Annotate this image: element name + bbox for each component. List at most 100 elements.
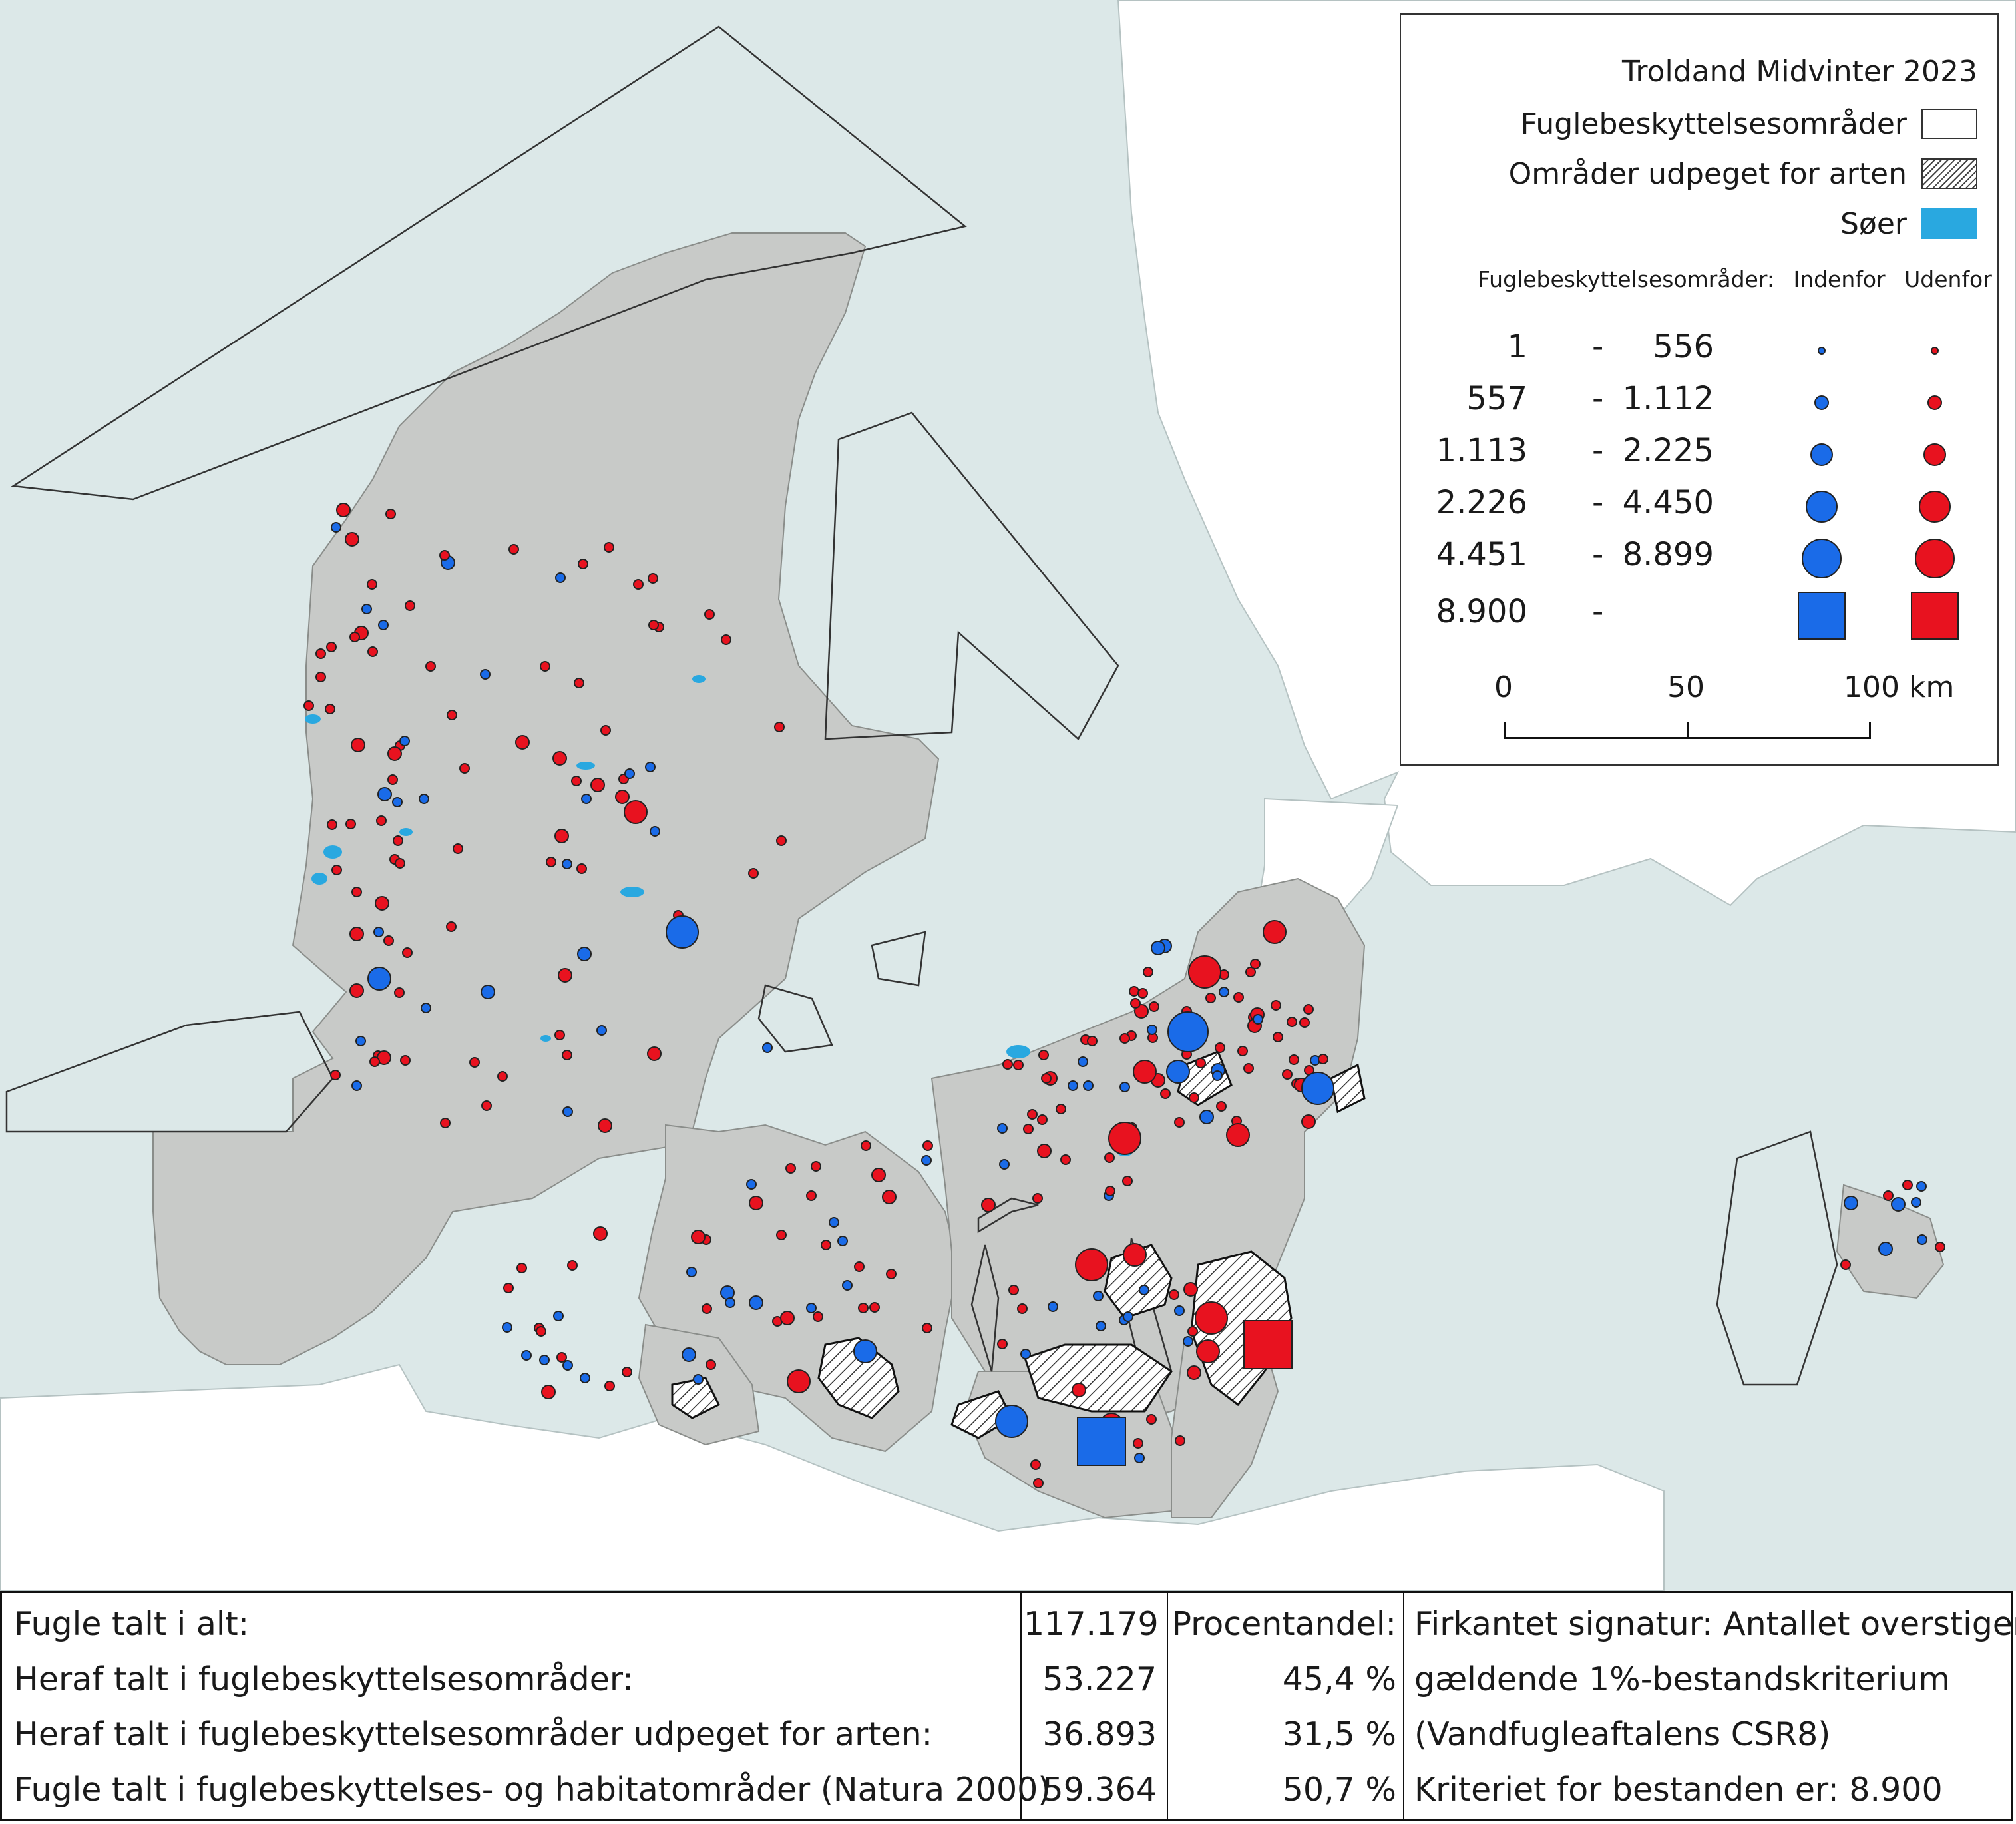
bird-outside-marker[interactable] [1122, 1176, 1133, 1186]
bird-outside-marker[interactable] [508, 544, 519, 555]
bird-outside-marker[interactable] [400, 1055, 411, 1066]
bird-outside-marker[interactable] [1146, 1414, 1157, 1425]
bird-outside-marker[interactable] [1075, 1248, 1108, 1281]
bird-outside-marker[interactable] [869, 1302, 880, 1313]
bird-outside-marker[interactable] [459, 763, 470, 774]
bird-outside-marker[interactable] [562, 1050, 572, 1060]
bird-inside-marker[interactable] [999, 1159, 1010, 1170]
bird-outside-marker[interactable] [604, 1381, 615, 1391]
bird-outside-marker[interactable] [536, 1326, 546, 1337]
bird-inside-marker[interactable] [562, 1106, 573, 1117]
bird-outside-marker[interactable] [774, 722, 785, 732]
bird-inside-marker[interactable] [373, 927, 384, 937]
bird-outside-marker[interactable] [1027, 1109, 1038, 1120]
bird-outside-marker[interactable] [1130, 998, 1141, 1009]
bird-outside-marker[interactable] [367, 579, 377, 590]
bird-outside-marker[interactable] [648, 620, 659, 630]
bird-outside-marker[interactable] [1301, 1114, 1316, 1129]
bird-outside-marker[interactable] [540, 661, 550, 672]
bird-outside-marker[interactable] [1119, 1033, 1130, 1044]
bird-outside-marker[interactable] [554, 829, 569, 843]
bird-inside-marker[interactable] [1083, 1080, 1094, 1091]
bird-inside-marker[interactable] [1212, 1070, 1223, 1081]
bird-outside-marker[interactable] [1013, 1060, 1024, 1070]
bird-inside-marker[interactable] [562, 859, 572, 869]
bird-outside-marker[interactable] [1282, 1069, 1293, 1080]
bird-outside-marker[interactable] [1149, 1001, 1159, 1012]
bird-outside-marker[interactable] [598, 1118, 612, 1133]
bird-outside-marker[interactable] [1033, 1478, 1044, 1488]
bird-outside-marker[interactable] [787, 1369, 811, 1393]
bird-inside-marker[interactable] [650, 826, 660, 837]
bird-outside-marker[interactable] [593, 1226, 608, 1241]
bird-inside-marker[interactable] [1078, 1056, 1088, 1067]
bird-inside-marker[interactable] [693, 1374, 704, 1385]
bird-outside-marker[interactable] [633, 579, 644, 590]
bird-outside-marker[interactable] [997, 1339, 1008, 1349]
bird-outside-marker[interactable] [349, 927, 364, 941]
bird-outside-marker[interactable] [1129, 986, 1139, 997]
bird-outside-marker[interactable] [425, 661, 436, 672]
bird-outside-marker[interactable] [748, 868, 759, 879]
bird-outside-marker[interactable] [375, 896, 389, 911]
bird-outside-marker[interactable] [351, 738, 365, 752]
bird-outside-marker[interactable] [387, 746, 402, 761]
bird-outside-marker[interactable] [858, 1303, 869, 1313]
bird-outside-marker[interactable] [1318, 1054, 1328, 1064]
bird-inside-marker[interactable] [392, 797, 403, 807]
bird-outside-marker[interactable] [1245, 967, 1256, 977]
bird-outside-marker[interactable] [1237, 1046, 1248, 1056]
bird-outside-marker[interactable] [811, 1161, 821, 1172]
bird-outside-marker[interactable] [1183, 1282, 1198, 1297]
bird-inside-marker[interactable] [921, 1155, 932, 1166]
bird-outside-marker[interactable] [402, 947, 413, 958]
bird-outside-marker[interactable] [615, 790, 630, 804]
bird-outside-square[interactable] [1243, 1320, 1293, 1369]
bird-outside-marker[interactable] [776, 835, 787, 846]
bird-outside-marker[interactable] [1105, 1186, 1115, 1196]
bird-outside-marker[interactable] [1174, 1117, 1185, 1128]
bird-outside-marker[interactable] [556, 1352, 567, 1363]
bird-outside-marker[interactable] [1287, 1017, 1297, 1027]
bird-inside-marker[interactable] [995, 1405, 1028, 1438]
bird-outside-marker[interactable] [785, 1163, 796, 1174]
bird-outside-marker[interactable] [1243, 1063, 1254, 1074]
bird-outside-marker[interactable] [336, 503, 351, 517]
bird-inside-marker[interactable] [1916, 1181, 1927, 1192]
bird-outside-marker[interactable] [395, 858, 405, 869]
bird-outside-marker[interactable] [349, 632, 360, 642]
bird-outside-marker[interactable] [622, 1367, 632, 1377]
bird-outside-marker[interactable] [1175, 1435, 1185, 1446]
bird-outside-marker[interactable] [439, 550, 450, 561]
bird-outside-marker[interactable] [1008, 1285, 1019, 1295]
bird-outside-marker[interactable] [1303, 1004, 1314, 1015]
bird-outside-marker[interactable] [325, 704, 335, 714]
bird-outside-marker[interactable] [405, 600, 415, 611]
bird-inside-marker[interactable] [399, 736, 410, 746]
bird-outside-marker[interactable] [576, 863, 587, 874]
bird-outside-marker[interactable] [1160, 1088, 1171, 1099]
bird-outside-marker[interactable] [1840, 1259, 1851, 1270]
bird-outside-marker[interactable] [481, 1100, 492, 1111]
bird-outside-marker[interactable] [447, 710, 457, 720]
bird-inside-marker[interactable] [555, 572, 566, 583]
bird-outside-marker[interactable] [1002, 1059, 1013, 1070]
bird-inside-marker[interactable] [1167, 1011, 1209, 1052]
bird-outside-marker[interactable] [780, 1311, 795, 1325]
bird-outside-marker[interactable] [922, 1323, 932, 1333]
bird-inside-marker[interactable] [581, 794, 592, 804]
bird-outside-marker[interactable] [574, 678, 584, 688]
bird-inside-marker[interactable] [596, 1025, 607, 1036]
bird-outside-marker[interactable] [1216, 1101, 1227, 1112]
bird-outside-marker[interactable] [571, 776, 582, 786]
bird-outside-marker[interactable] [1299, 1017, 1310, 1028]
bird-outside-marker[interactable] [1056, 1104, 1066, 1114]
bird-inside-marker[interactable] [1123, 1311, 1133, 1322]
bird-inside-marker[interactable] [746, 1179, 757, 1190]
bird-inside-marker[interactable] [1917, 1234, 1927, 1245]
bird-outside-marker[interactable] [326, 642, 337, 652]
bird-outside-marker[interactable] [369, 1056, 380, 1067]
bird-inside-marker[interactable] [1096, 1321, 1106, 1331]
bird-outside-marker[interactable] [749, 1196, 763, 1210]
bird-outside-marker[interactable] [516, 1263, 527, 1273]
